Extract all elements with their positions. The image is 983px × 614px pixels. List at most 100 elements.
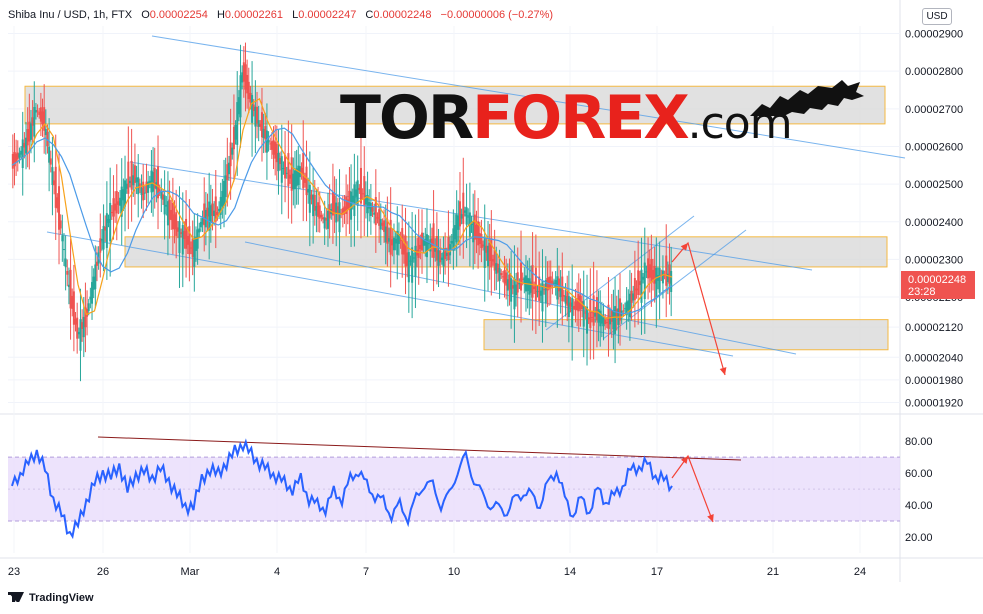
candle-body [630,290,633,303]
candle-body [628,293,631,318]
candle-body [133,165,136,184]
candle-body [135,177,138,183]
candle-body [64,258,67,268]
candle-body [359,167,362,204]
candle-body [473,214,476,240]
candle-body [364,195,367,205]
candle-body [647,258,650,279]
candle-body [227,162,230,175]
channel-line [129,161,813,271]
candle-body [46,131,49,147]
candle-body [157,166,160,199]
candle-body [21,139,24,169]
candle-body [417,236,420,258]
candle-body [559,286,562,298]
candle-body [265,130,268,153]
forecast-arrows [671,241,727,523]
candle-body [117,201,120,205]
price-tick-label: 0.00002300 [905,254,963,266]
candle-body [379,219,382,230]
candle-body [272,140,275,155]
candle-body [313,194,316,211]
candle-body [442,252,445,267]
candle-body [125,183,128,189]
candle-body [262,128,265,138]
currency-button[interactable]: USD [922,8,952,25]
candle-body [161,194,164,200]
candle-body [348,190,351,211]
candle-body [594,312,597,317]
candle-body [336,206,339,213]
time-tick-label: 21 [767,566,779,578]
candle-body [326,210,329,229]
candle-body [397,234,400,244]
candle-body [244,64,247,90]
candle-body [421,232,424,251]
candle-body [366,195,369,214]
candle-body [587,317,590,320]
candle-body [346,199,349,210]
candle-body [285,172,288,174]
candle-body [308,184,311,213]
candle-body [31,117,34,126]
candle-body [546,277,549,291]
candle-body [196,229,199,249]
candle-body [419,244,422,249]
candle-body [185,218,188,249]
candle-body [571,297,574,328]
candle-body [533,286,536,290]
candle-body [483,238,486,268]
candle-body [112,198,115,217]
candle-body [201,218,204,225]
candle-body [531,264,534,298]
tradingview-logo[interactable]: TradingView [8,592,94,604]
candle-body [642,276,645,280]
candle-body [74,318,77,325]
candle-body [493,249,496,271]
candle-body [20,150,23,155]
open-label: O [141,9,150,21]
price-tick-label: 0.00001980 [905,375,963,387]
candle-body [430,238,433,247]
legend-header: Shiba Inu / USD, 1h, FTX O0.00002254 H0.… [8,9,553,21]
candle-body [338,202,341,233]
rsi-trend-line [97,436,742,461]
candle-body [665,255,668,286]
price-tick-label: 0.00002040 [905,352,963,364]
candle-body [124,180,127,207]
candle-body [355,189,358,197]
candle-body [411,247,414,283]
moving-averages [11,97,673,320]
candle-body [627,300,630,311]
candle-body [284,154,287,179]
candle-body [214,196,217,222]
candle-body [632,293,635,301]
candle-body [637,270,640,296]
candle-body [414,245,417,277]
candle-body [13,152,16,167]
candle-body [165,204,168,207]
change-value: −0.00000006 (−0.27%) [440,9,554,21]
candle-body [48,146,51,163]
tradingview-icon [8,592,24,602]
candle-body [425,234,428,258]
candle-body [454,225,457,240]
tradingview-label: TradingView [29,592,94,604]
candle-body [239,75,242,118]
candle-body [572,305,575,309]
candle-body [256,106,259,124]
candle-body [482,244,485,247]
candle-body [153,167,156,189]
candle-body [666,273,669,282]
candle-body [173,214,176,230]
ma-slow-line [11,127,673,315]
candle-body [190,247,193,249]
bull-logo-icon [750,80,864,116]
candle-body [440,257,443,261]
symbol-label[interactable]: Shiba Inu / USD, 1h, FTX [8,9,133,21]
candle-body [114,203,117,211]
candle-body [175,212,178,236]
candle-body [369,202,372,216]
candle-body [186,235,189,245]
